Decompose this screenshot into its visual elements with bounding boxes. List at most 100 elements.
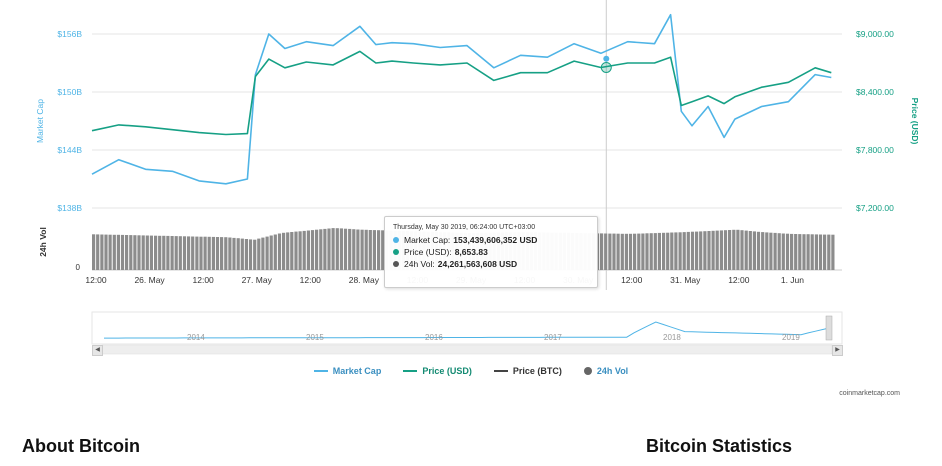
x-tick-label: 12:00 (728, 275, 750, 285)
volume-bar (773, 232, 777, 270)
volume-bar (141, 235, 145, 270)
volume-bar (785, 233, 790, 270)
volume-bar (612, 233, 616, 270)
volume-bar (207, 236, 211, 270)
volume-bar (187, 236, 191, 270)
volume-bar (236, 238, 240, 270)
volume-bar (769, 232, 773, 270)
volume-bar (339, 228, 343, 270)
volume-bar (265, 236, 269, 270)
volume-bar (248, 239, 253, 270)
volume-bar (624, 233, 628, 270)
tooltip-header: Thursday, May 30 2019, 06:24:00 UTC+03:0… (393, 224, 536, 231)
legend-item-price-btc[interactable]: Price (BTC) (493, 366, 562, 376)
volume-bar (381, 230, 385, 270)
volume-bar (360, 229, 364, 270)
volume-bar (657, 232, 661, 270)
legend-item-price-usd[interactable]: Price (USD) (403, 366, 472, 376)
volume-bar (740, 230, 744, 270)
volume-bar (827, 234, 831, 270)
tooltip-label: Price (USD): (404, 247, 452, 257)
volume-bar (699, 231, 703, 270)
legend-item-market-cap[interactable]: Market Cap (313, 366, 382, 376)
volume-bar (343, 228, 348, 270)
volume-bar (203, 236, 207, 270)
volume-bar (191, 236, 195, 270)
volume-bar (315, 229, 319, 270)
volume-bar (100, 234, 104, 270)
left-axis-title: Market Cap (35, 99, 45, 143)
tooltip-dot (393, 237, 399, 243)
volume-bar (327, 228, 331, 270)
volume-bar (92, 234, 96, 270)
volume-bar (806, 234, 810, 270)
volume-bar (120, 234, 125, 270)
x-tick-label: 12:00 (85, 275, 107, 285)
legend-label: 24h Vol (596, 366, 629, 376)
tooltip-value: 8,653.83 (454, 247, 488, 257)
volume-bar (319, 229, 323, 270)
scroll-right-button[interactable]: ▶ (832, 345, 843, 356)
volume-bar (162, 235, 166, 270)
volume-bar (174, 236, 178, 270)
volume-bar (282, 232, 286, 270)
volume-bar (645, 233, 649, 270)
left-tick-label: $138B (57, 203, 82, 213)
tooltip-label: Market Cap: (404, 235, 451, 245)
volume-bar (277, 233, 282, 270)
x-tick-label: 12:00 (300, 275, 322, 285)
volume-bar (112, 234, 116, 270)
volume-bar (261, 237, 265, 270)
volume-bar (748, 231, 752, 270)
navigator-year-label: 2019 (782, 333, 800, 342)
chart-area: $156B $150B $144B $138B $9,000.00 $8,400.00 $7… (35, 0, 920, 355)
credits-link[interactable]: coinmarketcap.com (839, 390, 900, 397)
volume-bar (810, 234, 814, 270)
volume-bar (368, 230, 372, 270)
volume-bar (257, 238, 261, 270)
volume-bar (637, 233, 641, 270)
volume-tick-label: 0 (76, 263, 81, 272)
x-tick-label: 28. May (349, 275, 380, 285)
volume-bar (641, 233, 645, 270)
volume-bar (372, 230, 376, 270)
volume-bar (149, 235, 153, 270)
volume-bar (348, 228, 352, 270)
volume-bar (802, 234, 806, 270)
legend-label: Market Cap (332, 366, 382, 376)
volume-bar (695, 231, 699, 270)
volume-bar (790, 233, 794, 270)
navigator-handle (825, 315, 833, 341)
volume-bar (182, 236, 187, 270)
volume-bar (290, 232, 294, 270)
volume-bar (823, 234, 827, 270)
right-tick-label: $8,400.00 (856, 87, 894, 97)
legend-item-24h-vol[interactable]: 24h Vol (583, 366, 629, 376)
volume-bar (178, 236, 182, 270)
bitcoin-chart: $156B $150B $144B $138B $9,000.00 $8,400.00 $7… (35, 0, 920, 355)
statistics-heading: Bitcoin Statistics (646, 436, 793, 456)
volume-bar (711, 230, 715, 270)
navigator-year-label: 2014 (187, 333, 205, 342)
volume-bar (620, 233, 624, 270)
volume-bar (831, 234, 835, 270)
navigator-year-label: 2016 (425, 333, 443, 342)
volume-bar (777, 233, 781, 270)
volume-bar (674, 232, 678, 270)
scroll-left-button[interactable]: ◀ (92, 345, 103, 356)
volume-bar (199, 236, 203, 270)
tooltip-value: 24,261,563,608 USD (437, 259, 518, 269)
volume-bar (133, 235, 137, 270)
legend-swatch (403, 370, 418, 372)
volume-bar (294, 231, 298, 270)
volume-bar (732, 229, 736, 270)
volume-bar (600, 233, 604, 270)
volume-bar (137, 235, 141, 270)
volume-bar (166, 235, 170, 270)
volume-bar (306, 230, 310, 270)
volume-bar (728, 230, 732, 270)
volume-bar (736, 229, 740, 270)
hover-marker-market-cap (603, 55, 610, 62)
legend-swatch (493, 370, 508, 372)
volume-bar (649, 233, 653, 270)
